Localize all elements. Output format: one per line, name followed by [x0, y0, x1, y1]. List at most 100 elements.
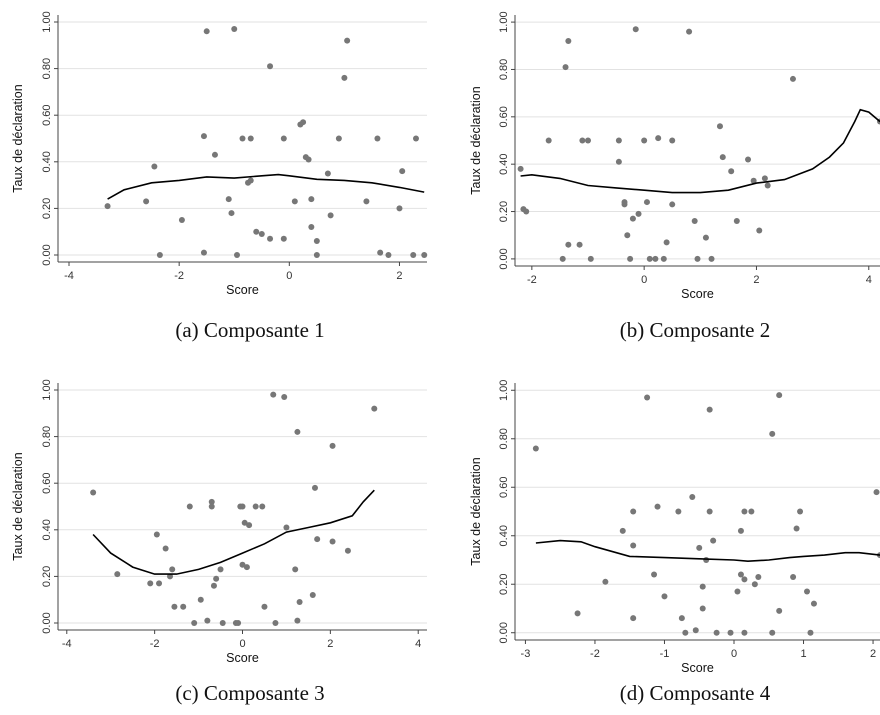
- data-point: [523, 208, 530, 215]
- smooth-curve: [520, 108, 880, 194]
- data-point: [335, 135, 342, 142]
- data-point: [621, 201, 628, 208]
- data-point: [281, 393, 288, 400]
- x-axis-label: Score: [226, 283, 259, 297]
- data-point: [213, 575, 220, 582]
- data-point: [377, 249, 384, 256]
- y-tick-label: 0.40: [498, 153, 510, 174]
- panel-caption: (a) Composante 1: [175, 318, 324, 342]
- data-point: [311, 484, 318, 491]
- data-point: [153, 531, 160, 538]
- data-point: [769, 629, 776, 636]
- data-point: [396, 205, 403, 212]
- data-point: [630, 615, 637, 622]
- data-point: [178, 217, 185, 224]
- data-point: [309, 592, 316, 599]
- y-axis-label: Taux de déclaration: [469, 457, 483, 565]
- data-point: [204, 617, 211, 624]
- data-point: [239, 135, 246, 142]
- x-tick-label: 2: [870, 648, 876, 660]
- data-point: [651, 571, 658, 578]
- data-point: [710, 537, 717, 544]
- y-axis-label: Taux de déclaration: [11, 84, 25, 192]
- data-point: [660, 255, 667, 262]
- data-point: [748, 508, 755, 515]
- data-point: [737, 527, 744, 534]
- data-point: [655, 135, 662, 142]
- x-axis-label: Score: [226, 651, 259, 665]
- data-point: [706, 508, 713, 515]
- data-point: [162, 545, 169, 552]
- data-point: [180, 603, 187, 610]
- data-point: [619, 527, 626, 534]
- data-point: [147, 580, 154, 587]
- data-point: [678, 615, 685, 622]
- panel-caption: (b) Composante 2: [620, 318, 770, 342]
- data-point: [699, 583, 706, 590]
- chart-panel-3: 0.00 0.20 0.40 0.60 0.80 1.00 -4 -2 0 2 4 Score Taux…: [11, 379, 427, 705]
- data-point: [630, 508, 637, 515]
- panel-caption: (d) Composante 4: [620, 681, 771, 705]
- data-point: [300, 119, 307, 126]
- data-point: [737, 571, 744, 578]
- data-point: [243, 564, 250, 571]
- data-point: [699, 605, 706, 612]
- data-point: [210, 582, 217, 589]
- data-point: [305, 156, 312, 163]
- data-point: [200, 249, 207, 256]
- data-point: [644, 394, 651, 401]
- data-point: [329, 538, 336, 545]
- data-point: [706, 406, 713, 413]
- y-tick-label: 1.00: [498, 11, 510, 32]
- data-point: [399, 168, 406, 175]
- data-point: [233, 252, 240, 259]
- data-point: [727, 629, 734, 636]
- data-point: [294, 428, 301, 435]
- smooth-curve: [92, 489, 375, 575]
- data-point: [156, 252, 163, 259]
- data-point: [692, 627, 699, 634]
- y-tick-label: 0.80: [41, 58, 53, 79]
- data-point: [565, 241, 572, 248]
- data-point: [719, 154, 726, 161]
- data-point: [750, 177, 757, 184]
- data-point: [751, 581, 758, 588]
- data-point: [363, 198, 370, 205]
- data-point: [283, 524, 290, 531]
- data-point: [203, 28, 210, 35]
- data-point: [191, 620, 198, 627]
- data-point: [143, 198, 150, 205]
- data-point: [296, 599, 303, 606]
- data-point: [632, 26, 639, 33]
- x-tick-label: 2: [327, 638, 333, 650]
- y-axis-label: Taux de déclaration: [469, 86, 483, 194]
- data-point: [208, 498, 215, 505]
- data-point: [728, 168, 735, 175]
- data-point: [324, 170, 331, 177]
- x-tick-label: -2: [150, 638, 160, 650]
- data-point: [294, 617, 301, 624]
- data-point: [708, 255, 715, 262]
- data-point: [716, 123, 723, 130]
- data-point: [585, 137, 591, 144]
- data-point: [615, 158, 622, 165]
- y-tick-label: 0.40: [41, 151, 53, 172]
- data-point: [385, 252, 392, 259]
- data-point: [217, 566, 224, 573]
- data-point: [267, 63, 274, 70]
- smooth-curve: [535, 539, 880, 563]
- data-point: [873, 489, 880, 496]
- data-point: [703, 556, 710, 563]
- data-point: [713, 629, 720, 636]
- data-point: [669, 137, 676, 144]
- y-tick-label: 0.40: [41, 519, 53, 540]
- data-point: [630, 542, 637, 549]
- data-point: [241, 519, 248, 526]
- data-point: [804, 588, 810, 595]
- data-point: [646, 255, 653, 262]
- data-point: [371, 405, 378, 412]
- smooth-curve: [107, 173, 425, 200]
- x-tick-label: -2: [590, 648, 600, 660]
- x-tick-label: 0: [286, 270, 292, 282]
- data-point: [576, 241, 583, 248]
